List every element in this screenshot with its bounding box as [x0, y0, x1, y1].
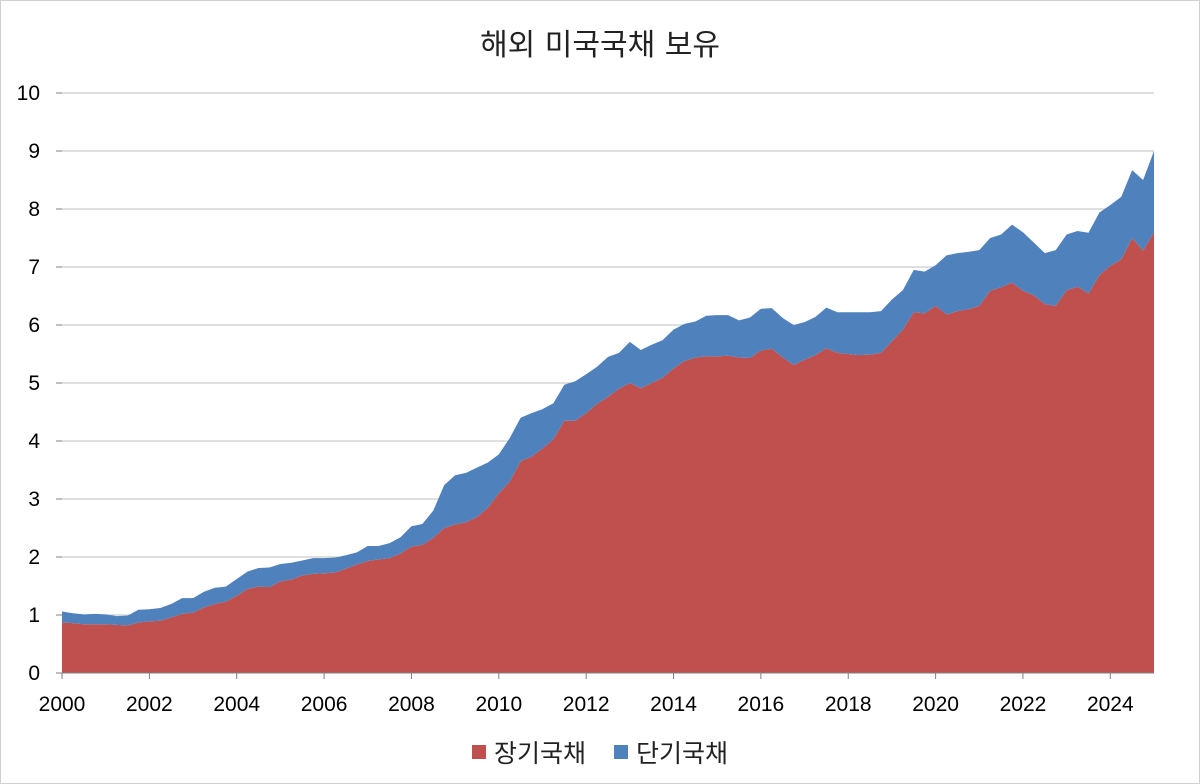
y-tick-label: 7 [28, 256, 40, 279]
legend: 장기국채 단기국채 [0, 734, 1200, 770]
x-tick-label: 2012 [563, 693, 610, 716]
legend-label: 단기국채 [636, 739, 729, 768]
y-tick-label: 1 [28, 604, 40, 627]
series-area-short-term [62, 151, 1154, 626]
x-tick-label: 2006 [301, 693, 348, 716]
legend-item-long-term: 장기국채 [471, 734, 586, 770]
legend-item-short-term: 단기국채 [614, 734, 728, 770]
x-tick-label: 2002 [126, 693, 173, 716]
x-tick-label: 2024 [1087, 693, 1134, 716]
x-tick-label: 2018 [825, 693, 872, 716]
x-tick-label: 2000 [39, 693, 86, 716]
legend-label: 장기국채 [493, 739, 586, 768]
y-tick-label: 6 [28, 314, 40, 337]
x-tick-label: 2016 [738, 693, 785, 716]
series-area-long-term [62, 232, 1154, 673]
x-tick-label: 2022 [1000, 693, 1047, 716]
x-tick-label: 2010 [475, 693, 522, 716]
x-tick-label: 2020 [912, 693, 959, 716]
y-tick-label: 8 [28, 198, 40, 221]
chart-title: 해외 미국국채 보유 [480, 28, 720, 63]
y-tick-label: 10 [17, 82, 40, 105]
x-tick-label: 2004 [213, 693, 260, 716]
x-tick-label: 2014 [650, 693, 697, 716]
legend-swatch [614, 745, 628, 759]
legend-swatch [471, 745, 486, 759]
y-tick-label: 5 [28, 372, 40, 395]
y-tick-label: 0 [28, 662, 40, 685]
x-tick-label: 2008 [388, 693, 435, 716]
y-tick-label: 3 [28, 488, 40, 511]
y-tick-label: 9 [28, 140, 40, 163]
y-tick-label: 2 [28, 546, 40, 569]
y-tick-label: 4 [28, 430, 40, 453]
